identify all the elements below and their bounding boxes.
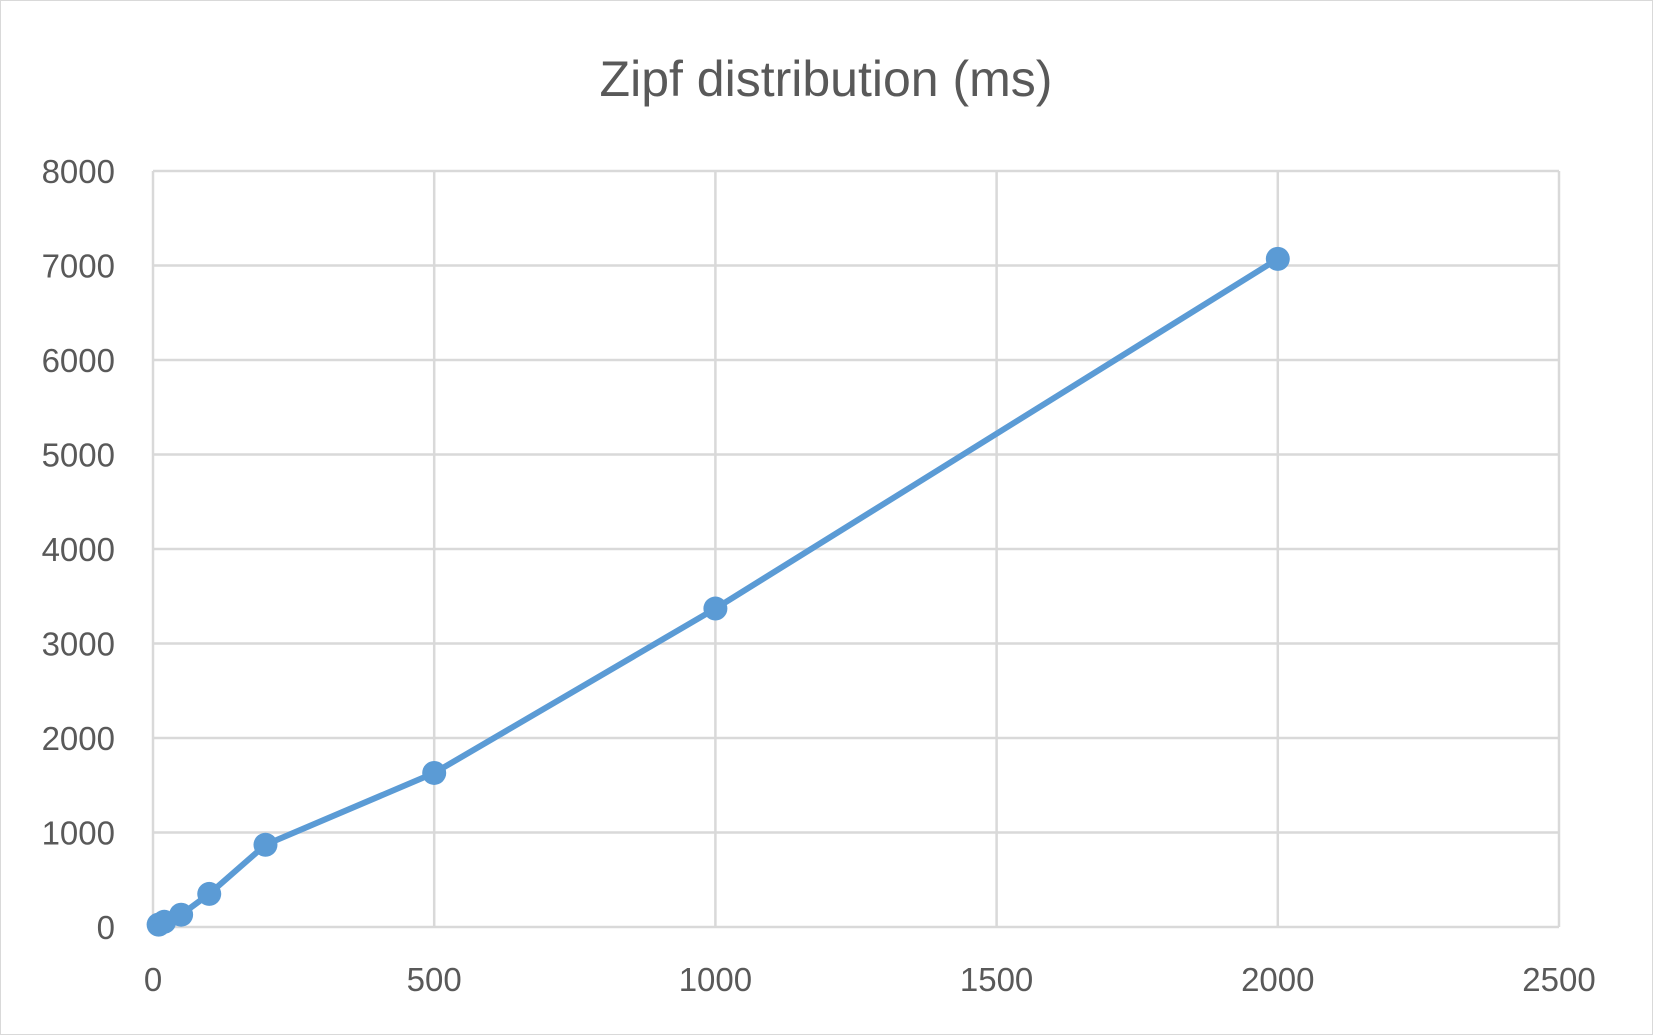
y-tick-label: 8000 bbox=[42, 153, 115, 190]
y-tick-label: 5000 bbox=[42, 437, 115, 474]
y-tick-label: 3000 bbox=[42, 626, 115, 663]
data-point bbox=[1265, 246, 1290, 271]
y-tick-label: 2000 bbox=[42, 720, 115, 757]
data-point bbox=[197, 881, 222, 906]
data-point bbox=[169, 902, 194, 927]
chart-title: Zipf distribution (ms) bbox=[600, 51, 1053, 107]
y-tick-label: 6000 bbox=[42, 342, 115, 379]
gridlines bbox=[151, 169, 1561, 929]
data-point bbox=[703, 596, 728, 621]
x-tick-label: 2000 bbox=[1241, 961, 1314, 998]
data-point bbox=[422, 760, 447, 785]
y-tick-label: 0 bbox=[97, 909, 115, 946]
x-tick-label: 0 bbox=[144, 961, 162, 998]
y-tick-label: 4000 bbox=[42, 531, 115, 568]
y-tick-label: 1000 bbox=[42, 815, 115, 852]
x-tick-label: 2500 bbox=[1522, 961, 1595, 998]
x-tick-label: 1500 bbox=[960, 961, 1033, 998]
x-axis-ticks: 0 500 1000 1500 2000 2500 bbox=[144, 961, 1596, 998]
series-layer bbox=[146, 246, 1290, 937]
data-point bbox=[253, 832, 278, 857]
y-tick-label: 7000 bbox=[42, 248, 115, 285]
x-tick-label: 1000 bbox=[679, 961, 752, 998]
x-tick-label: 500 bbox=[407, 961, 462, 998]
y-axis-ticks: 0 1000 2000 3000 4000 5000 6000 7000 8000 bbox=[42, 153, 115, 946]
series-line bbox=[155, 255, 1281, 928]
